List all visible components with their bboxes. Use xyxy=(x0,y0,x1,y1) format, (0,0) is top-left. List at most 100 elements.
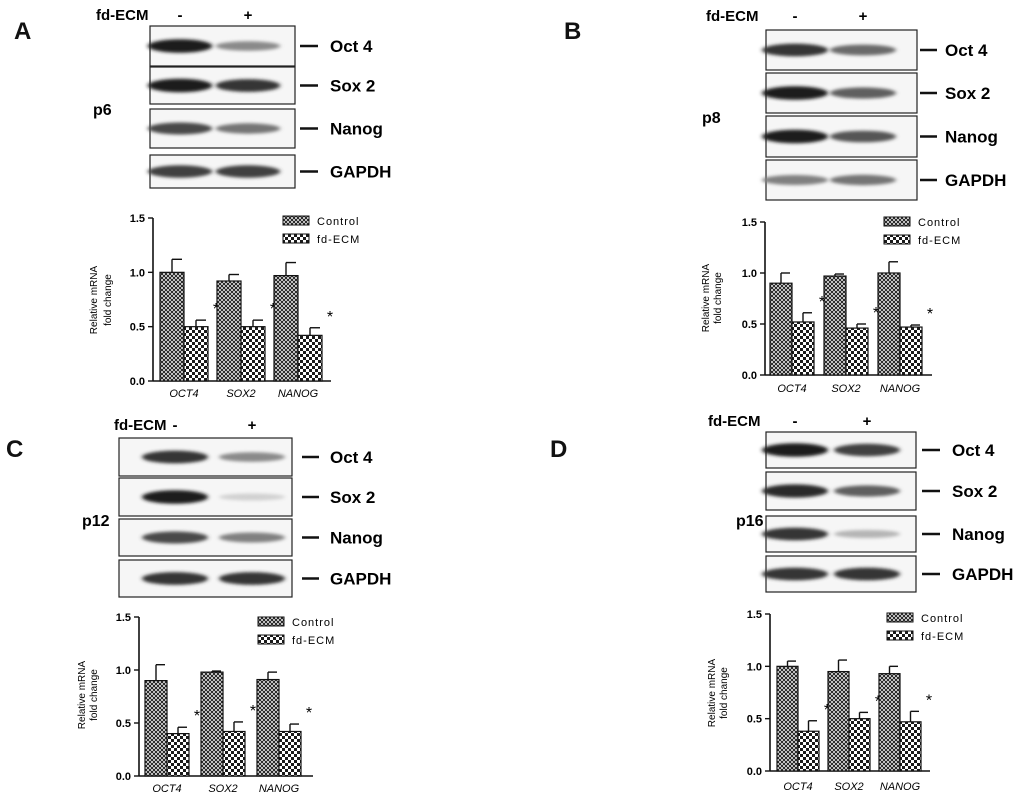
bar-fd-ecm xyxy=(278,730,302,777)
bar-control xyxy=(769,282,793,376)
bar-control xyxy=(776,665,799,772)
significance-star: * xyxy=(250,703,256,720)
x-tick-label: NANOG xyxy=(880,383,921,395)
protein-band xyxy=(830,130,896,143)
bar-fd-ecm xyxy=(845,327,869,376)
x-tick-label: SOX2 xyxy=(208,783,237,795)
y-tick-label: 1.0 xyxy=(742,268,757,280)
y-axis-label: Relative mRNA xyxy=(701,264,712,333)
y-tick-label: 1.0 xyxy=(130,267,145,279)
protein-band xyxy=(830,44,896,56)
blot-label: GAPDH xyxy=(945,171,1006,190)
condition-label: fd-ECM xyxy=(706,8,759,25)
blot-label: Oct 4 xyxy=(330,37,373,56)
panel-letter: C xyxy=(6,436,24,463)
y-axis-label: fold change xyxy=(713,272,724,324)
lane-label-plus: + xyxy=(244,7,253,24)
blot-label: Sox 2 xyxy=(330,77,375,96)
panel-letter: B xyxy=(564,18,582,45)
protein-band xyxy=(142,450,208,464)
significance-star: * xyxy=(306,705,312,722)
protein-band xyxy=(762,443,828,457)
x-tick-label: SOX2 xyxy=(226,388,255,400)
bar-fd-ecm xyxy=(791,321,815,376)
blot-label: Nanog xyxy=(330,529,383,548)
significance-star: * xyxy=(270,301,276,318)
y-axis-label: Relative mRNA xyxy=(707,659,718,728)
bar-control xyxy=(159,271,185,382)
bar-control xyxy=(273,274,299,382)
bar-control xyxy=(878,673,901,772)
protein-band xyxy=(834,485,900,497)
legend-label: Control xyxy=(921,613,963,625)
blot-label: Oct 4 xyxy=(952,441,995,460)
protein-band xyxy=(215,79,281,92)
protein-band xyxy=(219,572,285,585)
protein-band xyxy=(762,43,828,57)
panel-a: A fd-ECM - + p6 Oct 4 Sox 2 Nanog GAPDH 0.0 0.5 1… xyxy=(0,0,512,400)
protein-band xyxy=(147,39,213,53)
bar-fd-ecm xyxy=(899,326,923,376)
protein-band xyxy=(219,493,285,501)
bar-fd-ecm xyxy=(183,326,209,382)
blot-label: Nanog xyxy=(330,120,383,139)
protein-band xyxy=(830,174,896,186)
significance-star: * xyxy=(875,693,881,710)
passage-label: p6 xyxy=(93,102,112,119)
protein-band xyxy=(762,527,828,541)
x-tick-label: OCT4 xyxy=(152,783,181,795)
x-tick-label: NANOG xyxy=(278,388,319,400)
blot-label: GAPDH xyxy=(330,163,391,182)
significance-star: * xyxy=(824,702,830,719)
y-tick-label: 0.5 xyxy=(130,322,145,334)
bar-control xyxy=(256,678,280,777)
protein-band xyxy=(219,452,285,462)
legend-swatch xyxy=(257,616,285,627)
y-tick-label: 0.0 xyxy=(747,766,762,778)
x-tick-label: SOX2 xyxy=(831,383,860,395)
legend-swatch xyxy=(883,216,911,227)
bar-fd-ecm xyxy=(899,721,922,772)
protein-band xyxy=(762,175,828,185)
x-tick-label: OCT4 xyxy=(777,383,806,395)
y-tick-label: 1.5 xyxy=(742,217,757,229)
legend-swatch xyxy=(257,634,285,645)
bar-fd-ecm xyxy=(797,730,820,772)
protein-band xyxy=(147,165,213,178)
passage-label: p8 xyxy=(702,110,721,127)
y-axis-label: Relative mRNA xyxy=(77,661,88,730)
legend-label: fd-ECM xyxy=(918,235,961,247)
y-tick-label: 1.0 xyxy=(116,665,131,677)
panel-letter: D xyxy=(550,436,568,463)
legend-label: Control xyxy=(292,617,334,629)
panel-c: C fd-ECM - + p12 Oct 4 Sox 2 Nanog GAPDH 0.0 0.5… xyxy=(0,400,512,799)
significance-star: * xyxy=(819,294,825,311)
protein-band xyxy=(762,129,828,144)
protein-band xyxy=(219,532,285,543)
blot-label: Nanog xyxy=(945,128,998,147)
protein-band xyxy=(215,123,281,134)
lane-label-minus: - xyxy=(793,8,798,25)
western-blot: fd-ECM - + p12 Oct 4 Sox 2 Nanog GAPDH xyxy=(82,417,391,598)
legend-swatch xyxy=(883,234,911,245)
panel-b: B fd-ECM - + p8 Oct 4 Sox 2 Nanog GAPDH 0.0 0.5 1… xyxy=(512,0,1024,400)
bar-chart: 0.0 0.5 1.0 1.5 Relative mRNA fold change * OCT… xyxy=(701,216,961,395)
lane-label-plus: + xyxy=(863,413,872,430)
x-tick-label: NANOG xyxy=(259,783,300,795)
x-tick-label: OCT4 xyxy=(783,781,812,793)
panel-letter: A xyxy=(14,18,32,45)
bar-chart: 0.0 0.5 1.0 1.5 Relative mRNA fold change * OCT… xyxy=(89,213,359,400)
protein-band xyxy=(762,86,828,100)
bar-control xyxy=(216,280,242,382)
y-tick-label: 1.5 xyxy=(116,612,131,624)
protein-band xyxy=(215,41,281,51)
bar-control xyxy=(200,671,224,777)
western-blot: fd-ECM - + p6 Oct 4 Sox 2 Nanog GAPDH xyxy=(93,7,391,189)
y-axis-label: fold change xyxy=(103,274,114,326)
blot-label: Sox 2 xyxy=(952,482,997,501)
blot-label: Nanog xyxy=(952,525,1005,544)
significance-star: * xyxy=(873,305,879,322)
x-tick-label: NANOG xyxy=(880,781,921,793)
legend-label: fd-ECM xyxy=(292,635,335,647)
protein-band xyxy=(834,443,900,457)
